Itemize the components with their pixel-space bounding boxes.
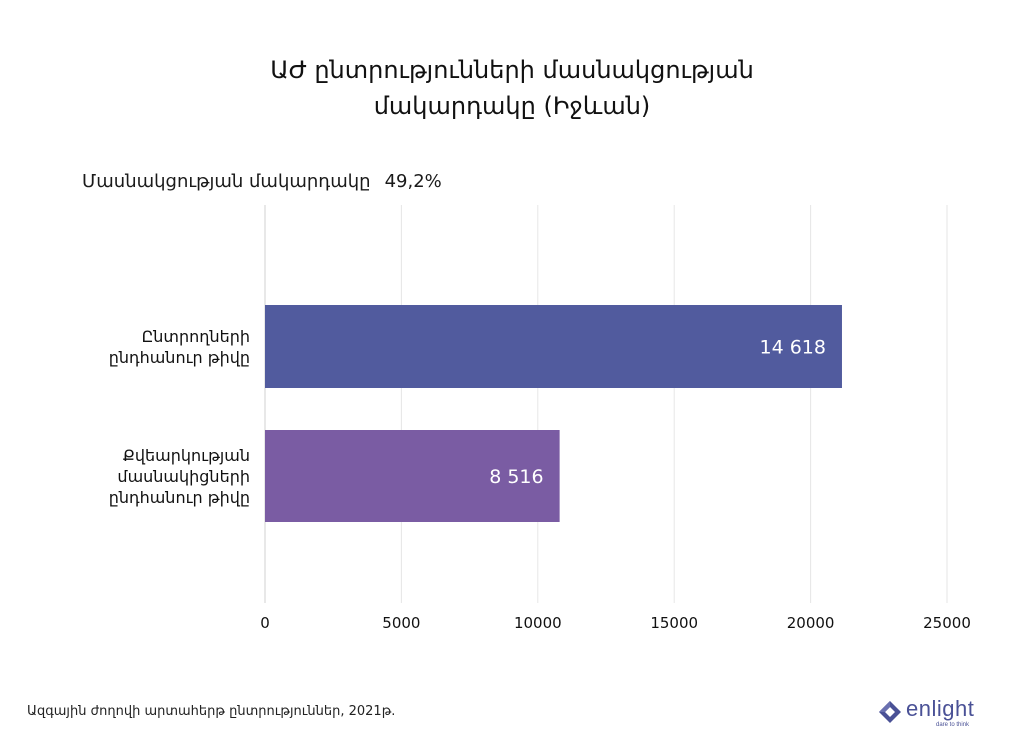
logo-diamond-icon xyxy=(879,701,901,723)
participation-rate-label: Մասնակցության մակարդակը xyxy=(82,171,371,192)
y-category-label: ընդհանուր թիվը xyxy=(109,348,250,367)
chart-title-line-1: ԱԺ ընտրությունների մասնակցության xyxy=(270,56,754,84)
x-tick-label: 20000 xyxy=(787,614,835,632)
bar xyxy=(265,430,560,522)
x-tick-label: 10000 xyxy=(514,614,562,632)
logo-tagline: dare to think xyxy=(936,722,970,728)
participation-rate: Մասնակցության մակարդակը 49,2% xyxy=(82,171,442,192)
y-category-label: Ընտրողների xyxy=(142,327,250,346)
bar-data-label: 14 618 xyxy=(759,337,825,359)
x-tick-label: 0 xyxy=(260,614,270,632)
x-tick-label: 5000 xyxy=(382,614,420,632)
enlight-logo: enlight dare to think xyxy=(878,696,998,732)
chart-title-line-2: մակարդակը (Իջևան) xyxy=(373,92,651,120)
participation-rate-value: 49,2% xyxy=(384,171,442,192)
y-category-label: ընդհանուր թիվը xyxy=(109,488,250,507)
logo-wordmark: enlight xyxy=(906,696,975,721)
y-category-label: Քվեարկության xyxy=(123,446,250,465)
x-tick-label: 15000 xyxy=(650,614,698,632)
x-tick-label: 25000 xyxy=(923,614,971,632)
bar-data-label: 8 516 xyxy=(489,466,543,488)
bar xyxy=(265,305,842,388)
y-category-label: մասնակիցների xyxy=(117,467,250,486)
chart-title: ԱԺ ընտրությունների մասնակցության մակարդա… xyxy=(0,52,1024,124)
source-note: Ազգային ժողովի արտահերթ ընտրություններ, … xyxy=(27,704,396,719)
